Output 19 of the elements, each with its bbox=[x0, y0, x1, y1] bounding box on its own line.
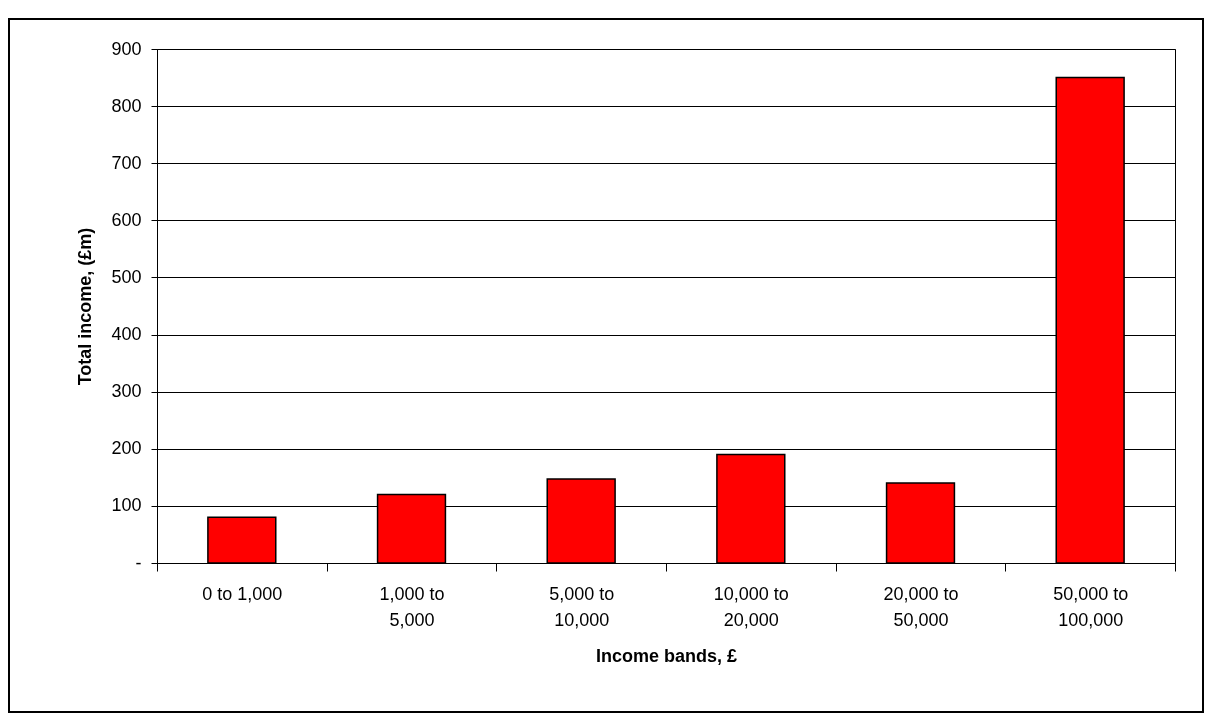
y-tick-label: 900 bbox=[111, 38, 142, 59]
x-tick-label: 50,000 to 100,000 bbox=[1053, 583, 1129, 630]
y-tick-label: 800 bbox=[111, 95, 142, 116]
y-tick-label: 600 bbox=[111, 209, 142, 230]
y-axis-title: Total income, (£m) bbox=[75, 227, 96, 386]
y-tick-label: 400 bbox=[111, 324, 142, 345]
y-tick-label: 700 bbox=[111, 152, 142, 173]
y-tick-label: 500 bbox=[111, 266, 142, 287]
y-tick-label: 200 bbox=[111, 438, 142, 459]
y-tick-label: 100 bbox=[111, 495, 142, 516]
x-axis-title: Income bands, £ bbox=[595, 645, 738, 666]
x-tick-label: 1,000 to 5,000 bbox=[379, 583, 445, 630]
y-tick-label: 300 bbox=[111, 381, 142, 402]
x-tick-label: 0 to 1,000 bbox=[202, 583, 283, 604]
x-tick-label: 10,000 to 20,000 bbox=[713, 583, 789, 630]
bar bbox=[207, 516, 277, 564]
x-tick-label: 20,000 to 50,000 bbox=[883, 583, 959, 630]
x-tick-label: 5,000 to 10,000 bbox=[549, 583, 615, 630]
y-tick-label: - bbox=[135, 552, 142, 573]
